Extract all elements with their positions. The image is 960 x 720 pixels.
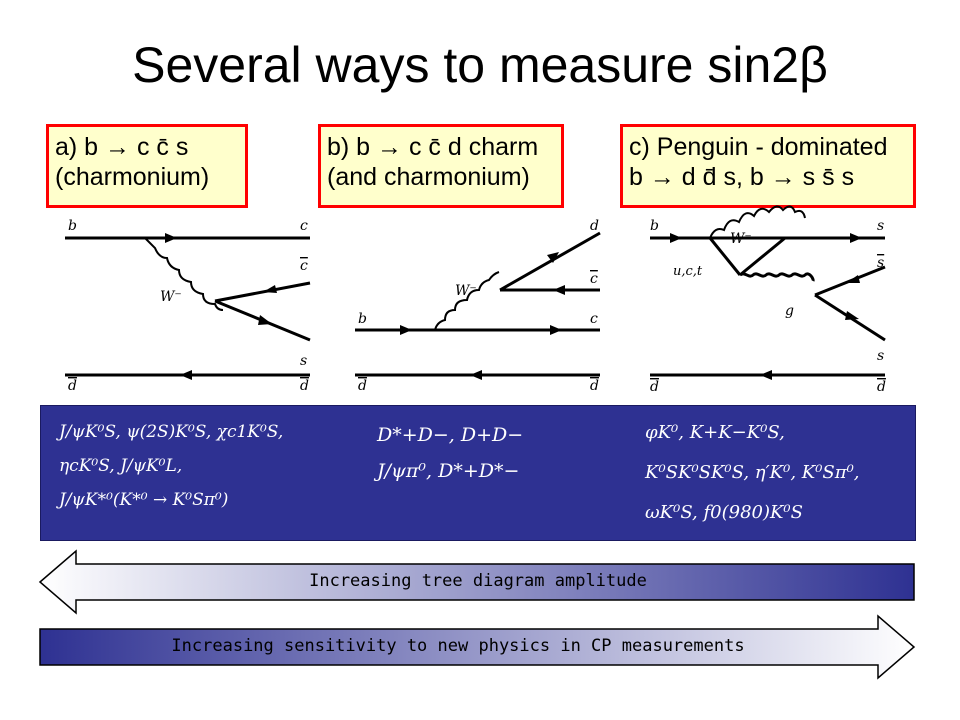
box-a-line1: a) b → c c̄ s — [55, 133, 189, 161]
arrow-head — [760, 370, 772, 380]
page-title: Several ways to measure sin2β — [132, 37, 828, 93]
label-b: b — [650, 218, 659, 234]
arrow-head — [470, 370, 482, 380]
label-cbar: c — [590, 271, 598, 287]
label-s2: s — [877, 348, 884, 364]
label-dbar-right: d — [590, 378, 599, 394]
new-physics-sensitivity-label: Increasing sensitivity to new physics in… — [171, 636, 745, 656]
feynman-diagram-a: b c c W⁻ s d d — [65, 218, 311, 394]
modes-c-line1: φK⁰, K+K−K⁰S, — [645, 422, 785, 443]
box-c-line2: b → d d̄ s, b → s s̄ s — [629, 163, 855, 191]
box-b-line2: (and charmonium) — [327, 163, 530, 191]
decay-modes-panel: J/ψK⁰S, ψ(2S)K⁰S, χc1K⁰S, ηcK⁰S, J/ψK⁰L,… — [40, 405, 916, 541]
box-a-charmonium: a) b → c c̄ s (charmonium) — [46, 124, 248, 208]
feynman-diagram-b: d c W⁻ b c d d — [355, 218, 601, 394]
w-boson-line — [434, 271, 500, 331]
arrow-head — [550, 325, 562, 335]
label-dbar-left: d — [68, 378, 77, 394]
arrow-head — [258, 315, 272, 325]
tree-amplitude-arrow — [38, 549, 915, 615]
label-c: c — [590, 311, 598, 327]
quark-line-cbar — [214, 281, 311, 303]
label-w: W⁻ — [160, 289, 182, 305]
modes-c-line3: ωK⁰S, f0(980)K⁰S — [645, 502, 803, 523]
modes-a-line2: ηcK⁰S, J/ψK⁰L, — [59, 456, 183, 476]
label-w: W⁻ — [455, 283, 477, 299]
arrow-head — [547, 252, 559, 263]
quark-line-d — [499, 231, 601, 292]
modes-a-line3: J/ψK*⁰(K*⁰ → K⁰Sπ⁰) — [59, 490, 229, 510]
label-c: c — [300, 218, 308, 234]
w-boson-loop — [709, 205, 806, 239]
box-b-line1: b) b → c c̄ d charm — [327, 133, 539, 161]
label-d: d — [590, 218, 599, 234]
quark-loop-line — [739, 236, 786, 277]
tree-amplitude-label: Increasing tree diagram amplitude — [309, 571, 647, 591]
modes-c-line2: K⁰SK⁰SK⁰S, η′K⁰, K⁰Sπ⁰, — [645, 462, 860, 483]
arrow-head — [180, 370, 192, 380]
new-physics-sensitivity-arrow — [39, 614, 916, 680]
arrow-head — [846, 275, 860, 283]
box-c-line1: c) Penguin - dominated — [629, 133, 888, 161]
label-g: g — [785, 303, 794, 319]
box-b-charm: b) b → c c̄ d charm (and charmonium) — [318, 124, 564, 208]
box-a-line2: (charmonium) — [55, 163, 210, 191]
label-s: s — [877, 218, 884, 234]
label-s: s — [300, 353, 307, 369]
arrow-head — [165, 233, 177, 243]
label-uct: u,c,t — [673, 264, 703, 279]
label-b: b — [358, 311, 367, 327]
modes-b-line1: D*+D−, D+D− — [377, 424, 524, 446]
label-b: b — [68, 218, 77, 234]
modes-b-line2: J/ψπ⁰, D*+D*− — [377, 460, 520, 482]
gluon-line — [739, 272, 815, 282]
label-dbar-left: d — [358, 378, 367, 394]
arrow-head — [553, 285, 565, 295]
feynman-diagram-c: b W⁻ s s u,c,t g s d d — [650, 205, 886, 395]
arrow-head — [845, 311, 859, 320]
label-dbar-right: d — [877, 379, 886, 395]
w-boson-line — [144, 237, 224, 311]
label-sbar: s — [877, 255, 884, 271]
arrow-head — [670, 233, 682, 243]
label-dbar-left: d — [650, 379, 659, 395]
arrow-head — [850, 233, 862, 243]
label-dbar-right: d — [300, 378, 309, 394]
modes-a-line1: J/ψK⁰S, ψ(2S)K⁰S, χc1K⁰S, — [59, 422, 284, 442]
label-w: W⁻ — [730, 231, 752, 247]
label-cbar: c — [300, 258, 308, 274]
box-c-penguin: c) Penguin - dominated b → d d̄ s, b → s… — [620, 124, 916, 208]
quark-loop-line — [708, 237, 742, 276]
arrow-head — [263, 285, 277, 293]
arrow-head — [400, 325, 412, 335]
